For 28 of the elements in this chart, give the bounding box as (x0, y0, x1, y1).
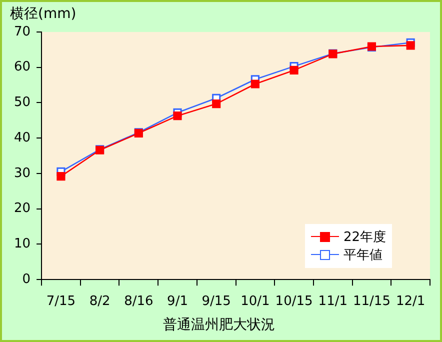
legend-label: 平年値 (343, 247, 382, 264)
point (56, 172, 66, 181)
y-tick-label: 30 (14, 166, 31, 181)
point (212, 100, 221, 108)
y-axis-title: 横径(mm) (10, 5, 76, 23)
y-tick-label: 10 (14, 236, 31, 252)
point (173, 112, 182, 120)
x-tick-label: 11/15 (352, 294, 390, 309)
x-tick-label: 12/1 (396, 294, 426, 309)
x-tick-label: 9/15 (202, 294, 231, 309)
y-tick-label: 0 (22, 272, 31, 287)
x-axis-title: 普通温州肥大状況 (163, 316, 275, 334)
x-tick-label: 8/16 (124, 294, 154, 309)
x-tick-label: 10/15 (275, 294, 313, 309)
point (250, 80, 260, 88)
x-tick-label: 8/2 (89, 294, 110, 309)
y-tick-label: 20 (14, 201, 31, 216)
y-tick-label: 40 (14, 130, 31, 146)
point (290, 66, 298, 74)
x-tick-label: 7/15 (46, 294, 76, 309)
y-tick-label: 70 (14, 24, 31, 40)
point (406, 41, 415, 50)
y-tick-label: 60 (14, 60, 31, 75)
y-tick-label: 50 (14, 95, 31, 110)
x-tick-label: 11/1 (318, 294, 348, 309)
legend-label: 22年度 (343, 229, 386, 246)
x-tick-label: 10/1 (240, 294, 270, 309)
x-tick-label: 9/1 (167, 294, 188, 309)
